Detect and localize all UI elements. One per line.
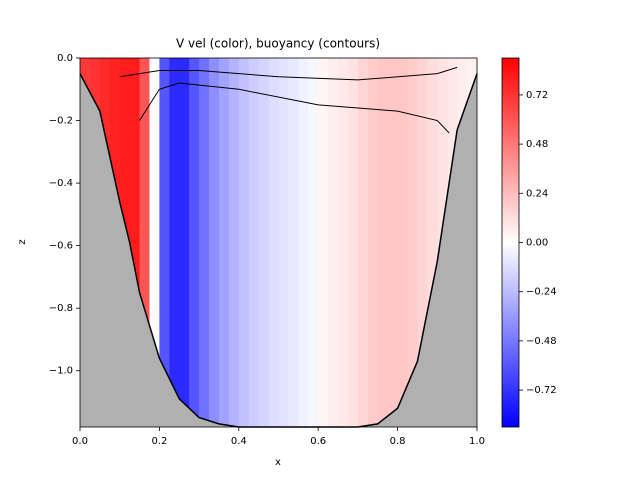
field-band (387, 58, 399, 427)
colorbar (501, 57, 520, 428)
field-band (218, 58, 230, 427)
axes-frame (79, 57, 478, 428)
x-tick-label: 0.6 (310, 436, 326, 447)
x-tick-label: 1.0 (469, 436, 485, 447)
field-band (199, 58, 210, 427)
field-band (347, 58, 359, 427)
field-band (248, 58, 260, 427)
x-tick-label: 0.8 (390, 436, 406, 447)
colorbar-tick-label: −0.72 (526, 385, 557, 396)
x-axis-label: x (275, 457, 281, 468)
field-band (159, 58, 170, 427)
y-tick-label: −0.6 (49, 241, 73, 252)
plot-area (79, 58, 478, 428)
field-band (149, 58, 160, 427)
colorbar-tick-label: −0.24 (526, 287, 557, 298)
x-tick-label: 0.0 (72, 436, 88, 447)
field-band (179, 58, 190, 427)
contour-line (139, 82, 450, 134)
y-tick-label: −0.4 (49, 178, 73, 189)
field-band (288, 58, 299, 427)
field-band (357, 58, 369, 427)
colorbar-tick-label: 0.00 (526, 238, 548, 249)
field-band (209, 58, 220, 427)
x-tick-label: 0.2 (151, 436, 167, 447)
y-tick-label: −0.2 (49, 116, 73, 127)
y-tick-label: 0.0 (57, 53, 73, 64)
colorbar-tick-label: 0.72 (526, 90, 548, 101)
field-band (417, 58, 428, 427)
contour-line (119, 66, 458, 81)
field-band (377, 58, 389, 427)
field-band (407, 58, 418, 427)
field-band (308, 58, 319, 427)
field-band (228, 58, 240, 427)
field-band (189, 58, 200, 427)
field-band (427, 58, 438, 427)
field-band (268, 58, 279, 427)
field-band (318, 58, 329, 427)
colorbar-tick-label: 0.48 (526, 139, 548, 150)
chart-title: V vel (color), buoyancy (contours) (176, 37, 380, 51)
y-tick-label: −0.8 (49, 303, 73, 314)
field-band (328, 58, 339, 427)
field-band (139, 58, 150, 427)
field-band (298, 58, 309, 427)
x-tick-label: 0.4 (231, 436, 247, 447)
field-band (258, 58, 270, 427)
field-band (278, 58, 289, 427)
y-axis-label: z (17, 239, 28, 244)
colorbar-tick-label: −0.48 (526, 336, 557, 347)
field-band (238, 58, 250, 427)
colorbar-tick-label: 0.24 (526, 188, 548, 199)
field-band (367, 58, 379, 427)
seafloor (80, 73, 477, 427)
y-tick-label: −1.0 (49, 366, 73, 377)
field-band (129, 58, 141, 427)
field-band (169, 58, 180, 427)
field-band (397, 58, 409, 427)
field-band (338, 58, 349, 427)
